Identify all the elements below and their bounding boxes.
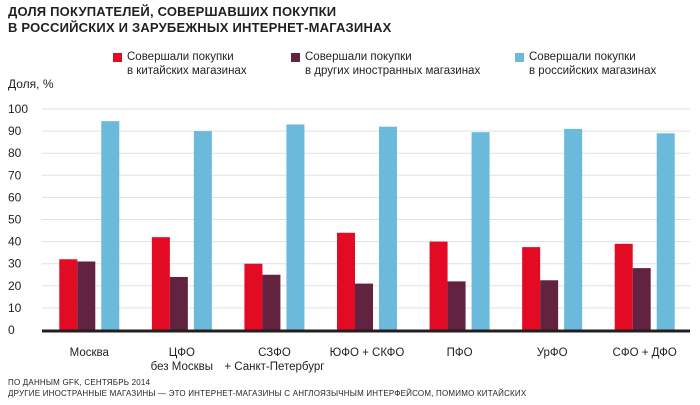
chart-title: ДОЛЯ ПОКУПАТЕЛЕЙ, СОВЕРШАВШИХ ПОКУПКИ В … — [8, 4, 392, 36]
y-tick-label: 0 — [8, 323, 15, 337]
bar — [540, 280, 559, 330]
y-tick-label: 40 — [8, 235, 22, 249]
legend-item-chinese: Совершали покупки в китайских магазинах — [113, 50, 247, 78]
bar — [59, 259, 78, 330]
bar — [429, 241, 448, 330]
bar — [379, 126, 397, 331]
legend-label: Совершали покупки — [305, 51, 412, 63]
y-tick-label: 20 — [8, 279, 22, 293]
y-tick-label: 80 — [8, 146, 22, 160]
legend-item-other-foreign: Совершали покупки в других иностранных м… — [291, 50, 481, 78]
x-tick-label: ПФО — [447, 347, 473, 359]
legend-label: в других иностранных магазинах — [305, 65, 481, 77]
legend-swatch — [515, 53, 524, 62]
y-tick-label: 10 — [8, 301, 22, 315]
bar — [632, 268, 651, 330]
y-tick-label: 60 — [8, 190, 22, 204]
footnote-definition: ДРУГИЕ ИНОСТРАННЫЕ МАГАЗИНЫ — ЭТО ИНТЕРН… — [8, 389, 527, 398]
title-line: В РОССИЙСКИХ И ЗАРУБЕЖНЫХ ИНТЕРНЕТ-МАГАЗ… — [8, 20, 392, 35]
legend-label: в российских магазинах — [529, 65, 657, 77]
x-tick-label: СФО + ДФО — [613, 347, 677, 359]
x-tick-label: ЮФО + СКФО — [330, 347, 405, 359]
legend-swatch — [291, 53, 300, 62]
bar — [286, 124, 305, 330]
y-tick-label: 100 — [8, 102, 28, 116]
bar — [522, 247, 541, 330]
bar — [447, 281, 466, 330]
x-tick-label: ЦФО — [169, 347, 195, 359]
legend-label: Совершали покупки — [529, 51, 636, 63]
bar — [169, 276, 188, 330]
y-axis-label: Доля, % — [8, 77, 54, 91]
x-tick-label: + Санкт-Петербург — [224, 361, 324, 373]
y-tick-label: 50 — [8, 213, 22, 227]
bar — [262, 274, 281, 330]
x-tick-label: УрФО — [537, 347, 568, 359]
legend-label: Совершали покупки — [127, 51, 234, 63]
legend-label: в китайских магазинах — [127, 65, 247, 77]
legend-swatch — [113, 53, 122, 62]
title-line: ДОЛЯ ПОКУПАТЕЛЕЙ, СОВЕРШАВШИХ ПОКУПКИ — [8, 4, 337, 19]
bar — [244, 263, 263, 330]
x-tick-label: без Москвы — [151, 361, 213, 373]
bar — [101, 121, 120, 330]
bar — [614, 243, 633, 330]
y-tick-label: 30 — [8, 257, 22, 271]
x-tick-label: Москва — [70, 347, 110, 359]
bar — [564, 128, 583, 330]
bar — [193, 131, 212, 330]
bar — [77, 261, 96, 330]
bar — [471, 132, 490, 330]
footnote-source: ПО ДАННЫМ GFK, СЕНТЯБРЬ 2014 — [8, 378, 151, 387]
bar — [151, 237, 170, 330]
x-tick-label: СЗФО — [258, 347, 291, 359]
bar — [337, 232, 355, 330]
bar — [355, 283, 373, 330]
y-tick-label: 90 — [8, 124, 22, 138]
bar — [656, 133, 675, 330]
legend-item-russian: Совершали покупки в российских магазинах — [515, 50, 657, 78]
y-tick-label: 70 — [8, 168, 22, 182]
